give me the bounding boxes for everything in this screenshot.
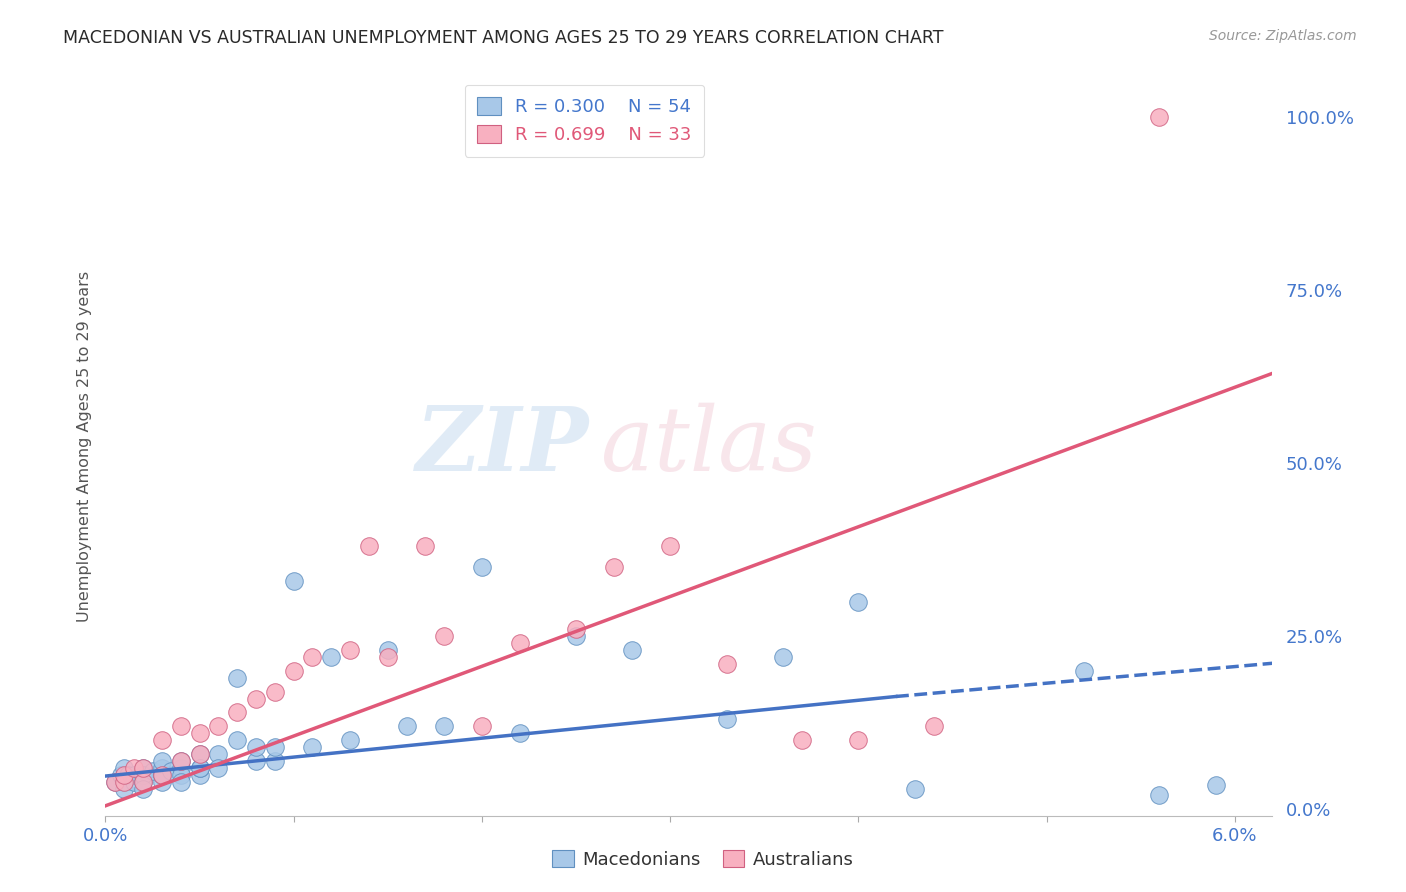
Point	[188, 767, 211, 781]
Point	[150, 774, 173, 789]
Point	[132, 774, 155, 789]
Point	[132, 761, 155, 775]
Point	[621, 643, 644, 657]
Point	[132, 767, 155, 781]
Point	[245, 754, 267, 768]
Point	[132, 767, 155, 781]
Point	[339, 643, 361, 657]
Point	[207, 761, 229, 775]
Point	[112, 781, 135, 796]
Point	[188, 726, 211, 740]
Text: MACEDONIAN VS AUSTRALIAN UNEMPLOYMENT AMONG AGES 25 TO 29 YEARS CORRELATION CHAR: MACEDONIAN VS AUSTRALIAN UNEMPLOYMENT AM…	[63, 29, 943, 46]
Point	[170, 774, 193, 789]
Point	[245, 691, 267, 706]
Point	[283, 574, 305, 588]
Point	[112, 774, 135, 789]
Point	[110, 767, 132, 781]
Point	[716, 657, 738, 671]
Point	[132, 781, 155, 796]
Point	[132, 761, 155, 775]
Point	[263, 739, 285, 754]
Point	[170, 754, 193, 768]
Point	[170, 761, 193, 775]
Point	[283, 664, 305, 678]
Point	[395, 719, 418, 733]
Point	[509, 636, 531, 650]
Point	[170, 719, 193, 733]
Point	[104, 774, 127, 789]
Point	[790, 733, 813, 747]
Point	[357, 539, 380, 553]
Point	[150, 733, 173, 747]
Point	[716, 712, 738, 726]
Point	[565, 623, 588, 637]
Point	[226, 671, 249, 685]
Point	[226, 733, 249, 747]
Point	[112, 767, 135, 781]
Text: ZIP: ZIP	[416, 403, 589, 489]
Point	[117, 767, 139, 781]
Point	[321, 650, 343, 665]
Point	[188, 747, 211, 761]
Point	[433, 719, 456, 733]
Point	[188, 761, 211, 775]
Point	[377, 643, 399, 657]
Point	[565, 629, 588, 643]
Point	[415, 539, 437, 553]
Point	[207, 747, 229, 761]
Point	[471, 560, 494, 574]
Point	[377, 650, 399, 665]
Legend: R = 0.300    N = 54, R = 0.699    N = 33: R = 0.300 N = 54, R = 0.699 N = 33	[464, 85, 704, 157]
Point	[112, 761, 135, 775]
Point	[509, 726, 531, 740]
Text: atlas: atlas	[602, 402, 817, 490]
Point	[170, 767, 193, 781]
Point	[339, 733, 361, 747]
Point	[245, 739, 267, 754]
Point	[1149, 789, 1171, 803]
Point	[150, 767, 173, 781]
Point	[471, 719, 494, 733]
Text: Source: ZipAtlas.com: Source: ZipAtlas.com	[1209, 29, 1357, 43]
Point	[150, 767, 173, 781]
Legend: Macedonians, Australians: Macedonians, Australians	[544, 843, 862, 876]
Point	[301, 650, 323, 665]
Point	[188, 747, 211, 761]
Point	[207, 719, 229, 733]
Point	[846, 595, 869, 609]
Point	[226, 706, 249, 720]
Point	[772, 650, 794, 665]
Point	[602, 560, 624, 574]
Point	[104, 774, 127, 789]
Point	[1205, 778, 1227, 792]
Point	[263, 754, 285, 768]
Point	[112, 774, 135, 789]
Point	[122, 767, 145, 781]
Point	[170, 754, 193, 768]
Point	[1149, 111, 1171, 125]
Point	[150, 761, 173, 775]
Point	[150, 754, 173, 768]
Point	[150, 767, 173, 781]
Point	[160, 764, 183, 779]
Y-axis label: Unemployment Among Ages 25 to 29 years: Unemployment Among Ages 25 to 29 years	[76, 270, 91, 622]
Point	[188, 761, 211, 775]
Point	[301, 739, 323, 754]
Point	[846, 733, 869, 747]
Point	[122, 774, 145, 789]
Point	[122, 761, 145, 775]
Point	[132, 774, 155, 789]
Point	[1073, 664, 1095, 678]
Point	[263, 684, 285, 698]
Point	[433, 629, 456, 643]
Point	[659, 539, 682, 553]
Point	[922, 719, 945, 733]
Point	[141, 764, 163, 779]
Point	[904, 781, 927, 796]
